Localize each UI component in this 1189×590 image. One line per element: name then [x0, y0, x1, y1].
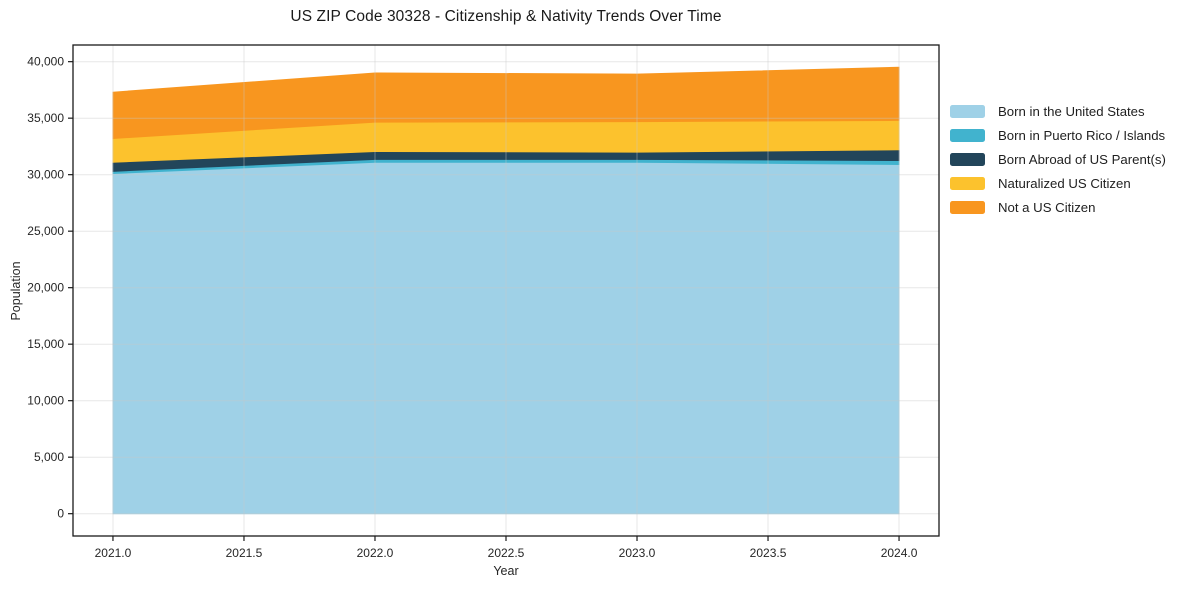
legend-label: Not a US Citizen [998, 199, 1096, 215]
y-tick-label: 0 [57, 507, 64, 521]
y-tick-label: 40,000 [27, 55, 64, 69]
legend-swatch [950, 176, 985, 190]
y-axis-label: Population [9, 261, 23, 321]
y-tick-label: 10,000 [27, 394, 64, 408]
legend: Born in the United States Born in Puerto … [950, 99, 1166, 219]
y-tick-label: 5,000 [34, 450, 64, 464]
x-tick-label: 2023.0 [619, 546, 656, 560]
x-tick-label: 2021.0 [95, 546, 132, 560]
x-tick-label: 2021.5 [226, 546, 263, 560]
legend-label: Born in the United States [998, 103, 1145, 119]
y-tick-label: 15,000 [27, 337, 64, 351]
legend-item: Born in Puerto Rico / Islands [950, 123, 1166, 147]
legend-item: Born in the United States [950, 99, 1166, 123]
legend-swatch [950, 128, 985, 142]
x-tick-label: 2022.5 [488, 546, 525, 560]
chart-title: US ZIP Code 30328 - Citizenship & Nativi… [290, 8, 722, 25]
legend-swatch [950, 200, 985, 214]
legend-item: Naturalized US Citizen [950, 171, 1166, 195]
y-tick-label: 35,000 [27, 111, 64, 125]
legend-item: Not a US Citizen [950, 195, 1166, 219]
legend-label: Born in Puerto Rico / Islands [998, 127, 1166, 143]
x-tick-label: 2022.0 [357, 546, 394, 560]
y-tick-label: 25,000 [27, 224, 64, 238]
y-tick-label: 20,000 [27, 281, 64, 295]
legend-item: Born Abroad of US Parent(s) [950, 147, 1166, 171]
legend-label: Naturalized US Citizen [998, 175, 1131, 191]
x-tick-label: 2024.0 [881, 546, 918, 560]
legend-swatch [950, 152, 985, 166]
x-tick-label: 2023.5 [750, 546, 787, 560]
y-tick-label: 30,000 [27, 168, 64, 182]
x-axis-label: Year [493, 564, 519, 578]
legend-swatch [950, 104, 985, 118]
area-series-4 [112, 66, 900, 140]
legend-label: Born Abroad of US Parent(s) [998, 151, 1166, 167]
